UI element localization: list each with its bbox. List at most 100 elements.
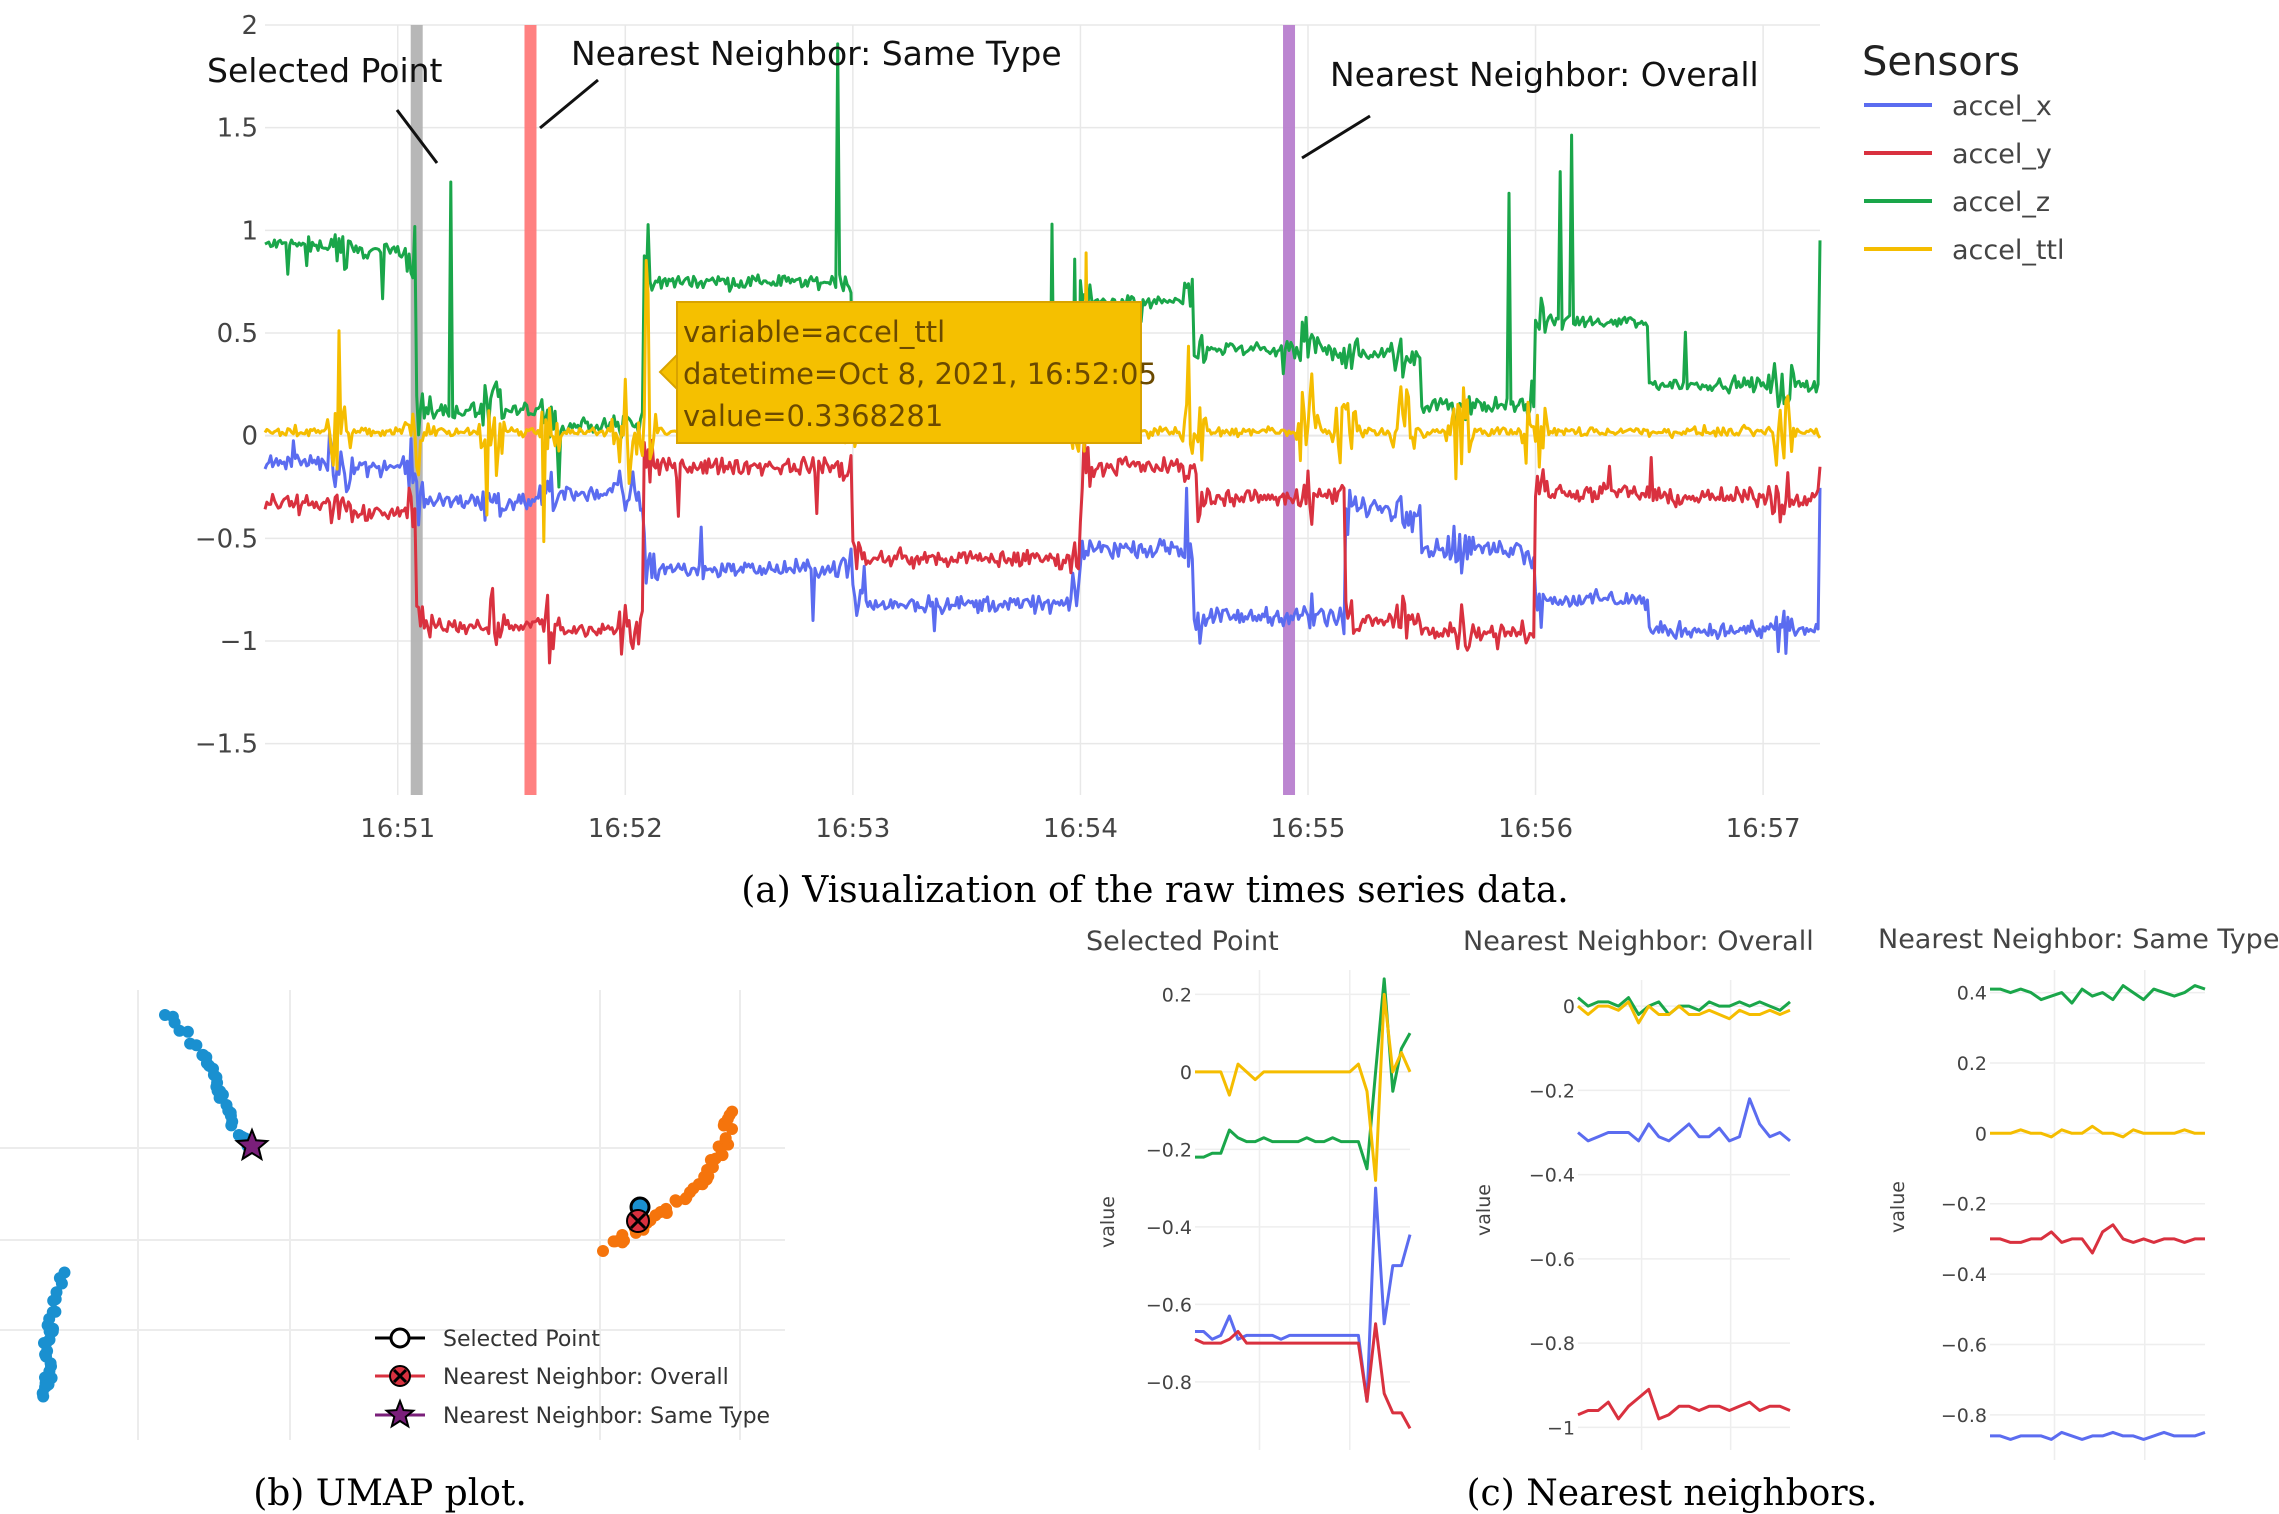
- legend-label-accel-z: accel_z: [1952, 187, 2050, 218]
- umap-legend-same-type-label: Nearest Neighbor: Same Type: [443, 1404, 770, 1429]
- nn-series-accel-z: [1990, 984, 2206, 1005]
- umap-point[interactable]: [43, 1325, 56, 1338]
- umap-legend-overall-label: Nearest Neighbor: Overall: [443, 1365, 729, 1390]
- annotation-same-type: Nearest Neighbor: Same Type: [539, 34, 1062, 130]
- umap-panel: Selected Point Nearest Neighbor: Overall…: [0, 990, 785, 1514]
- umap-point[interactable]: [660, 1202, 673, 1215]
- umap-overall-marker[interactable]: [626, 1209, 650, 1233]
- umap-point[interactable]: [597, 1245, 609, 1257]
- umap-point[interactable]: [669, 1194, 682, 1207]
- tooltip-box: [676, 301, 1142, 444]
- nn-y-tick-label: −0.2: [1941, 1194, 1987, 1216]
- y-tick-label: −1.5: [195, 730, 258, 760]
- raw-timeseries-panel: 2 1.5 1 0.5 0 −0.5 −1 −1.5 16:51 16:52 16:53 16:54…: [195, 11, 2065, 911]
- annotation-selected-arrow: [395, 109, 439, 164]
- annotation-same-type-arrow: [539, 78, 599, 130]
- umap-point[interactable]: [55, 1277, 68, 1290]
- x-tick-label: 16:54: [1043, 814, 1118, 844]
- nn-y-tick-label: 0: [1563, 996, 1575, 1018]
- umap-legend-overall-cross: [392, 1368, 408, 1384]
- band-same-type[interactable]: [524, 25, 537, 795]
- nn-ylabel-selected: value: [1097, 1196, 1119, 1248]
- nn-y-tick-label: −0.6: [1146, 1294, 1192, 1316]
- umap-grid: [0, 990, 785, 1440]
- nn-y-tick-label: −1: [1547, 1417, 1575, 1439]
- nn-y-tick-label: −0.6: [1941, 1334, 1987, 1356]
- legend-label-accel-ttl: accel_ttl: [1952, 235, 2065, 266]
- umap-point[interactable]: [726, 1105, 739, 1118]
- y-tick-label: 0.5: [217, 319, 258, 349]
- hover-tooltip: variable=accel_ttl datetime=Oct 8, 2021,…: [658, 301, 1157, 444]
- series-line-accel-y: [263, 431, 1822, 665]
- y-tick-label: −1: [220, 627, 258, 657]
- legend-label-accel-y: accel_y: [1952, 139, 2052, 170]
- annotation-overall-arrow: [1301, 114, 1371, 160]
- umap-point[interactable]: [37, 1390, 50, 1403]
- nn-title-overall: Nearest Neighbor: Overall: [1463, 926, 1814, 957]
- nn-series-accel-y: [1194, 1322, 1412, 1430]
- nn-y-tick-label: −0.8: [1146, 1372, 1192, 1394]
- nn-series-accel-y: [1577, 1387, 1791, 1421]
- nn-series-accel-ttl: [1577, 1000, 1791, 1025]
- y-tick-label: 0: [241, 422, 258, 452]
- umap-point[interactable]: [190, 1039, 203, 1052]
- sensor-legend: Sensors accel_x accel_y accel_z accel_tt…: [1862, 39, 2065, 266]
- nn-y-tick-label: −0.2: [1146, 1139, 1192, 1161]
- nn-y-tick-label: −0.4: [1941, 1264, 1987, 1286]
- umap-legend-same-type[interactable]: Nearest Neighbor: Same Type: [375, 1398, 770, 1429]
- nn-y-tick-label: −0.6: [1529, 1249, 1575, 1271]
- annotation-selected-label: Selected Point: [207, 51, 443, 90]
- y-tick-label: 2: [241, 11, 258, 41]
- caption-b: (b) UMAP plot.: [253, 1473, 527, 1514]
- main-x-ticks: 16:51 16:52 16:53 16:54 16:55 16:56 16:57: [360, 814, 1800, 844]
- umap-legend-selected[interactable]: Selected Point: [375, 1327, 600, 1352]
- legend-label-accel-x: accel_x: [1952, 91, 2052, 122]
- nn-series-accel-z: [1195, 977, 1412, 1171]
- umap-legend-same-type-icon: [384, 1398, 416, 1429]
- nearest-neighbors-panel: Selected Point Nearest Neighbor: Overall…: [1086, 924, 2279, 1514]
- nn-y-tick-label: 0: [1180, 1062, 1192, 1084]
- x-tick-label: 16:51: [360, 814, 435, 844]
- umap-point[interactable]: [181, 1025, 194, 1038]
- annotation-overall-label: Nearest Neighbor: Overall: [1330, 55, 1759, 94]
- nn-title-selected: Selected Point: [1086, 926, 1279, 957]
- umap-point[interactable]: [47, 1294, 60, 1307]
- umap-point[interactable]: [719, 1132, 732, 1145]
- tooltip-line-variable: variable=accel_ttl: [683, 315, 945, 349]
- nn-series-accel-ttl: [1195, 992, 1412, 1182]
- nn-same-type-chart: 0.4 0.2 0 −0.2 −0.4 −0.6 −0.8: [1941, 970, 2206, 1460]
- nn-series-accel-ttl: [1990, 1124, 2205, 1139]
- x-tick-label: 16:56: [1498, 814, 1573, 844]
- x-tick-label: 16:52: [588, 814, 663, 844]
- legend-item-accel-z[interactable]: accel_z: [1864, 187, 2050, 218]
- x-tick-label: 16:55: [1271, 814, 1346, 844]
- umap-points: [36, 1009, 739, 1403]
- nn-y-tick-label: 0.2: [1957, 1053, 1987, 1075]
- nn-series-accel-x: [1195, 1186, 1412, 1403]
- main-y-ticks: 2 1.5 1 0.5 0 −0.5 −1 −1.5: [195, 11, 258, 760]
- umap-point[interactable]: [616, 1229, 629, 1241]
- band-overall[interactable]: [1283, 25, 1296, 795]
- legend-item-accel-x[interactable]: accel_x: [1864, 91, 2052, 122]
- nn-y-tick-label: 0: [1975, 1123, 1987, 1145]
- umap-legend-selected-icon: [389, 1327, 411, 1349]
- umap-same-type-marker[interactable]: [234, 1127, 270, 1162]
- nn-y-tick-label: −0.2: [1529, 1080, 1575, 1102]
- tooltip-pointer: [658, 352, 678, 392]
- umap-markers: [234, 1127, 651, 1233]
- highlight-bands: [410, 25, 1296, 795]
- umap-legend-overall[interactable]: Nearest Neighbor: Overall: [375, 1365, 729, 1390]
- tooltip-line-value: value=0.3368281: [683, 399, 943, 433]
- nn-ylabel-same-type: value: [1887, 1181, 1909, 1233]
- nn-title-same-type: Nearest Neighbor: Same Type: [1878, 924, 2279, 955]
- annotation-same-type-label: Nearest Neighbor: Same Type: [571, 34, 1062, 73]
- nn-overall-chart: 0 −0.2 −0.4 −0.6 −0.8 −1: [1529, 980, 1791, 1450]
- umap-point[interactable]: [225, 1119, 238, 1132]
- y-tick-label: −0.5: [195, 524, 258, 554]
- legend-title: Sensors: [1862, 39, 2020, 85]
- legend-item-accel-y[interactable]: accel_y: [1864, 139, 2052, 170]
- annotation-selected-point: Selected Point: [207, 51, 443, 164]
- x-tick-label: 16:53: [815, 814, 890, 844]
- legend-item-accel-ttl[interactable]: accel_ttl: [1864, 235, 2065, 266]
